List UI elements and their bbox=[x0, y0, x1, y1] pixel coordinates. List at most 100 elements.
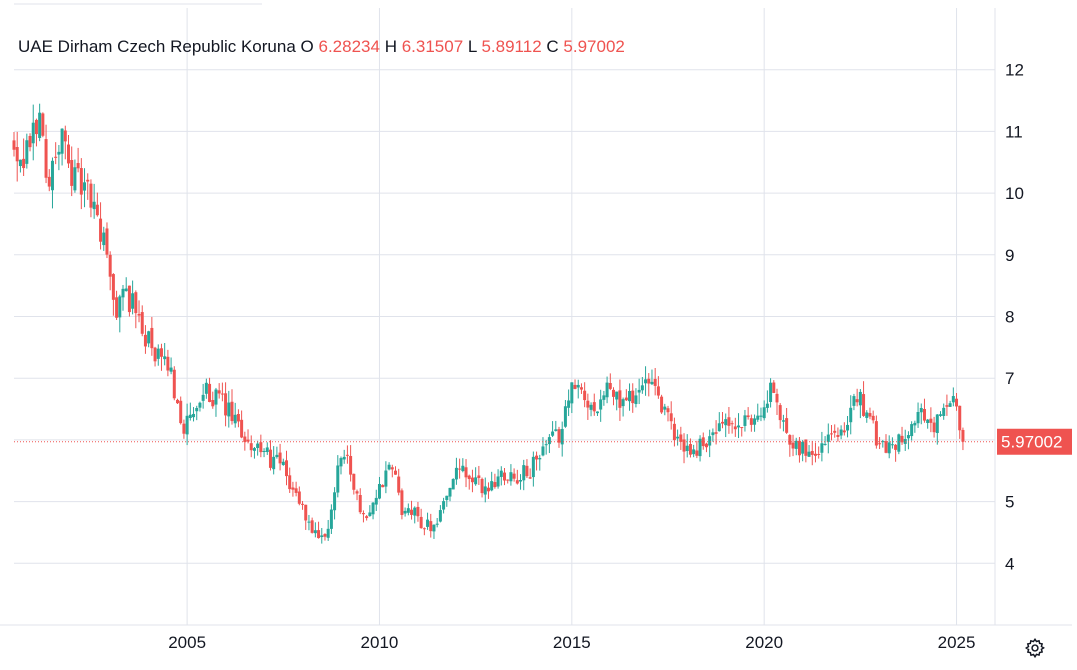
candle-body bbox=[419, 516, 423, 529]
candle-body bbox=[939, 414, 942, 416]
candle-body bbox=[618, 390, 622, 408]
candle-body bbox=[358, 495, 362, 513]
candle-body bbox=[730, 423, 734, 425]
candle-body bbox=[849, 407, 853, 423]
low-label: L bbox=[467, 37, 477, 56]
y-tick-label: 5 bbox=[1005, 493, 1014, 512]
candle-body bbox=[804, 439, 808, 456]
candle-body bbox=[60, 128, 64, 154]
candle-body bbox=[127, 285, 131, 313]
candle-body bbox=[95, 204, 99, 216]
candle-body bbox=[653, 378, 657, 386]
candle-body bbox=[307, 521, 311, 523]
candle-body bbox=[275, 454, 279, 458]
candle-body bbox=[278, 452, 282, 464]
candle-body bbox=[615, 391, 619, 400]
candle-body bbox=[342, 456, 346, 460]
candle-body bbox=[377, 483, 381, 499]
candle-body bbox=[682, 439, 686, 452]
low-value: 5.89112 bbox=[481, 37, 542, 56]
candle-body bbox=[176, 399, 179, 404]
candle-body bbox=[557, 429, 561, 443]
candle-body bbox=[323, 534, 327, 537]
candle-body bbox=[208, 383, 212, 402]
candle-body bbox=[387, 464, 391, 470]
candle-body bbox=[76, 162, 80, 169]
candle-body bbox=[711, 432, 715, 436]
candle-body bbox=[329, 509, 333, 529]
candle-body bbox=[535, 455, 539, 460]
candle-body bbox=[192, 413, 196, 418]
candle-body bbox=[503, 472, 506, 481]
candle-body bbox=[294, 488, 298, 493]
candle-body bbox=[640, 385, 644, 391]
candle-body bbox=[579, 387, 583, 390]
candle-body bbox=[400, 490, 404, 515]
candle-body bbox=[551, 431, 555, 436]
candle-body bbox=[672, 423, 676, 441]
candle-body bbox=[31, 122, 35, 144]
candle-body bbox=[464, 467, 468, 478]
candle-body bbox=[490, 481, 494, 491]
candle-body bbox=[368, 512, 372, 516]
candle-body bbox=[426, 519, 430, 527]
candle-body bbox=[743, 415, 747, 426]
candle-body bbox=[214, 389, 218, 405]
candle-body bbox=[721, 421, 724, 424]
candle-body bbox=[365, 516, 369, 519]
candle-body bbox=[631, 390, 635, 404]
candle-body bbox=[695, 450, 699, 456]
candle-body bbox=[916, 412, 920, 424]
candle-body bbox=[878, 443, 882, 445]
candle-body bbox=[281, 461, 285, 466]
candle-body bbox=[108, 254, 112, 277]
candle-body bbox=[313, 530, 317, 534]
x-tick-label: 2010 bbox=[361, 633, 399, 652]
candle-body bbox=[188, 414, 192, 418]
candle-body bbox=[166, 356, 170, 371]
candle-body bbox=[41, 113, 45, 136]
candle-body bbox=[163, 356, 167, 360]
candle-body bbox=[211, 399, 215, 407]
candle-body bbox=[44, 139, 48, 178]
candle-body bbox=[855, 399, 859, 403]
candle-body bbox=[25, 140, 29, 164]
candle-body bbox=[647, 378, 651, 384]
candle-body bbox=[506, 479, 510, 481]
candle-body bbox=[563, 406, 567, 427]
candle-body bbox=[422, 528, 426, 530]
candle-body bbox=[442, 501, 446, 510]
x-tick-label: 2015 bbox=[553, 633, 591, 652]
candle-body bbox=[865, 412, 869, 418]
gear-icon[interactable] bbox=[1024, 637, 1046, 659]
candle-body bbox=[416, 506, 420, 517]
candle-body bbox=[842, 430, 846, 433]
candle-body bbox=[38, 112, 42, 138]
candle-body bbox=[83, 182, 87, 191]
candle-body bbox=[740, 427, 744, 429]
candle-body bbox=[656, 386, 660, 396]
candle-body bbox=[448, 487, 452, 497]
candle-body bbox=[79, 168, 83, 195]
candle-body bbox=[92, 201, 96, 210]
candle-body bbox=[153, 347, 157, 362]
candle-body bbox=[140, 312, 144, 334]
candle-body bbox=[195, 407, 199, 412]
candle-body bbox=[233, 414, 237, 424]
candle-body bbox=[833, 430, 837, 433]
candle-body bbox=[887, 442, 891, 454]
candle-body bbox=[846, 424, 850, 431]
candle-body bbox=[50, 160, 54, 191]
y-tick-label: 9 bbox=[1005, 246, 1014, 265]
candle-body bbox=[701, 437, 705, 447]
candle-body bbox=[381, 485, 385, 488]
candle-body bbox=[685, 445, 689, 451]
candle-body bbox=[57, 151, 61, 155]
candle-body bbox=[660, 396, 664, 413]
candle-body bbox=[817, 453, 821, 455]
candle-body bbox=[897, 434, 901, 452]
candle-body bbox=[285, 460, 288, 477]
candle-body bbox=[355, 491, 359, 494]
candle-body bbox=[544, 444, 548, 446]
